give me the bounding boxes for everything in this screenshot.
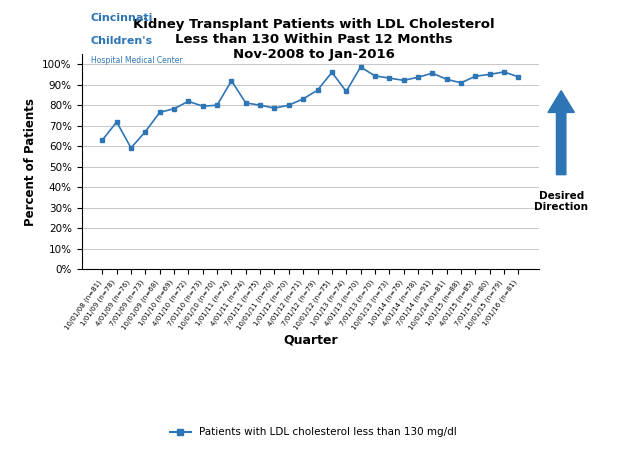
X-axis label: Quarter: Quarter (283, 334, 338, 347)
Text: Children's: Children's (91, 36, 153, 46)
FancyArrow shape (548, 91, 574, 175)
Text: Cincinnati: Cincinnati (91, 13, 153, 23)
Text: Kidney Transplant Patients with LDL Cholesterol
Less than 130 Within Past 12 Mon: Kidney Transplant Patients with LDL Chol… (133, 18, 494, 61)
Text: Hospital Medical Center: Hospital Medical Center (91, 56, 182, 65)
Text: Desired
Direction: Desired Direction (534, 191, 588, 212)
Legend: Patients with LDL cholesterol less than 130 mg/dl: Patients with LDL cholesterol less than … (166, 423, 461, 441)
Y-axis label: Percent of Patients: Percent of Patients (24, 98, 37, 225)
